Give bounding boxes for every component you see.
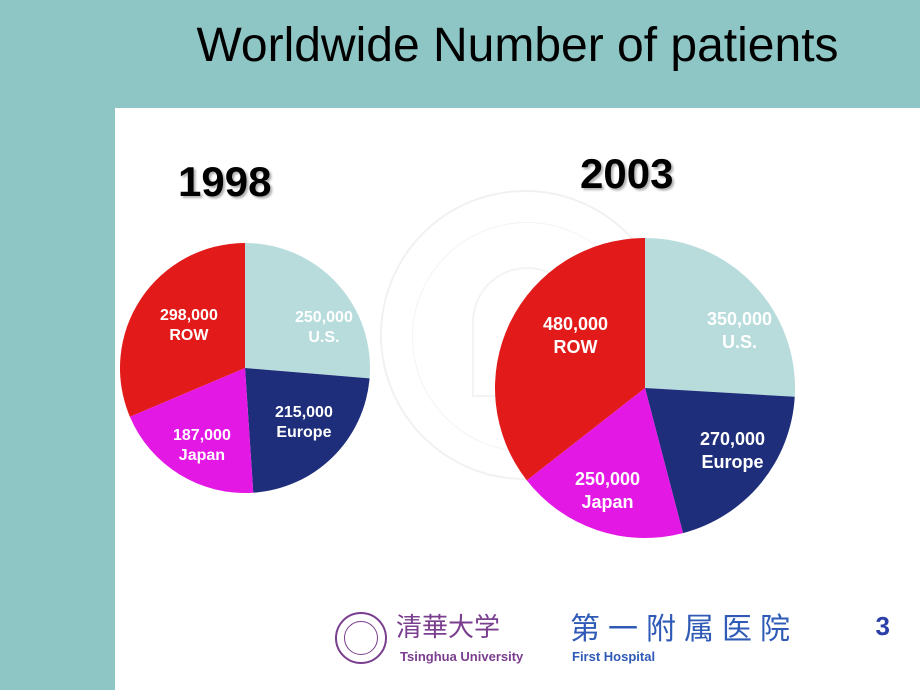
pie-chart — [493, 236, 797, 540]
hospital-name-cn: 第一附属医院 — [570, 604, 798, 648]
slice-label: 350,000U.S. — [707, 308, 772, 353]
year-label: 2003 — [580, 150, 673, 198]
slice-label: 187,000Japan — [173, 426, 231, 466]
slice-label: 298,000ROW — [160, 306, 218, 346]
university-name-cn: 清華大学 — [396, 607, 500, 644]
slice-label: 250,000U.S. — [295, 308, 353, 348]
slice-label: 270,000Europe — [700, 428, 765, 473]
slice-label: 480,000ROW — [543, 313, 608, 358]
university-seal-icon — [335, 612, 387, 664]
year-label: 1998 — [178, 158, 271, 206]
hospital-name-en: First Hospital — [572, 649, 655, 664]
pie-chart — [118, 241, 372, 495]
page-number: 3 — [876, 611, 890, 642]
slice-label: 250,000Japan — [575, 468, 640, 513]
university-name-en: Tsinghua University — [400, 649, 523, 664]
footer: 清華大学 Tsinghua University 第一附属医院 First Ho… — [0, 608, 920, 678]
slice-label: 215,000Europe — [275, 403, 333, 443]
slide-title: Worldwide Number of patients — [115, 18, 920, 73]
chart-area: 1998 250,000U.S. 215,000Europe 187,000Japan… — [0, 108, 920, 588]
